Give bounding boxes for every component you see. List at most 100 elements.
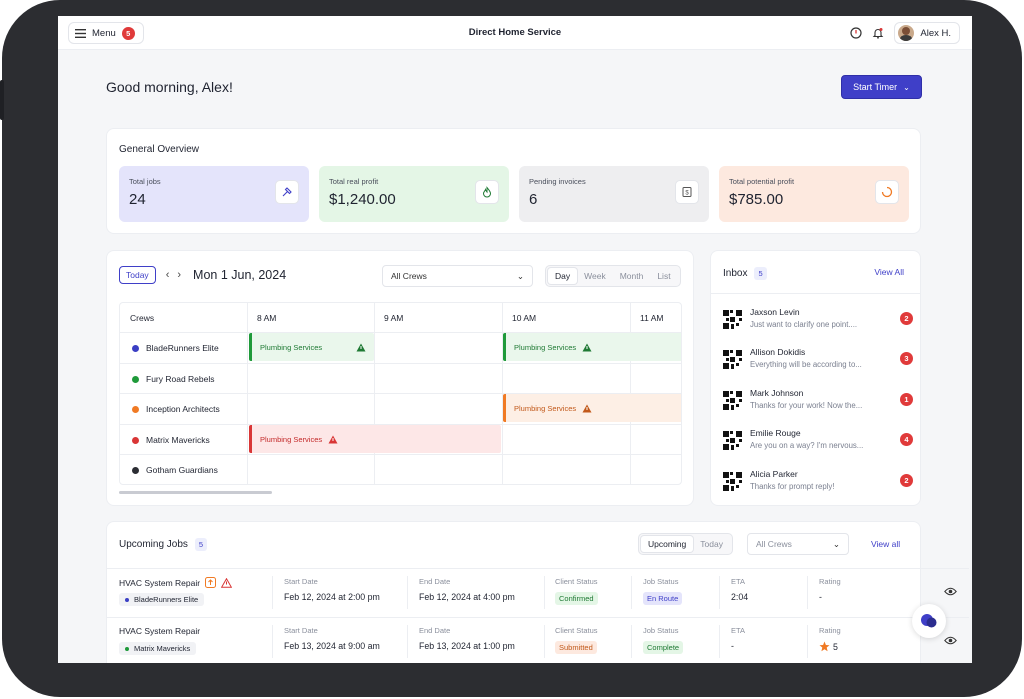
stat-label: Pending invoices [529,177,586,186]
start-date-header: Start Date [284,577,318,586]
warning-icon [356,343,366,351]
inbox-message[interactable]: Emilie Rouge Are you on a way? I'm nervo… [723,427,913,467]
warning-icon [582,404,592,412]
crew-color-dot [132,436,139,444]
unread-badge: 3 [900,352,913,365]
event-label: Plumbing Services [260,342,323,352]
tab-day[interactable]: Day [548,268,578,284]
message-preview: Everything will be according to... [750,360,862,369]
schedule-event[interactable]: Plumbing Services [503,394,681,422]
upcoming-jobs-title: Upcoming Jobs [119,539,188,550]
client-status-header: Client Status [555,626,598,635]
tab-upcoming[interactable]: Upcoming [641,536,694,552]
crews-header: Crews [130,313,155,323]
job-row[interactable]: HVAC System Repair BladeRunners Elite St… [107,568,969,617]
eye-icon[interactable] [944,636,957,645]
chevron-left-icon[interactable]: ‹ [165,269,170,281]
stat-label: Total potential profit [729,177,795,186]
crew-name: Fury Road Rebels [146,374,215,384]
tab-today[interactable]: Today [700,539,723,549]
inbox-message[interactable]: Mark Johnson Thanks for your work! Now t… [723,387,913,427]
schedule-card: Today ‹ › Mon 1 Jun, 2024 All Crews ⌄ Da… [106,250,694,506]
app-screen: Menu 5 Direct Home Service Alex H. Good … [58,16,972,663]
user-menu[interactable]: Alex H. [894,22,960,44]
overview-title: General Overview [119,144,200,155]
crew-color-dot [132,344,139,352]
calendar-header: Today ‹ › Mon 1 Jun, 2024 [119,265,286,285]
flame-icon [475,180,499,204]
job-status-badge: En Route [643,592,683,605]
tab-week[interactable]: Week [584,271,606,281]
priority-up-icon [205,577,217,588]
chat-button[interactable] [912,604,946,638]
menu-button[interactable]: Menu 5 [68,22,144,44]
inbox-count: 5 [754,267,767,280]
bell-icon[interactable] [872,27,884,39]
client-status-badge: Submitted [555,641,597,654]
power-button [0,80,4,120]
stat-total-potential-profit: Total potential profit $785.00 [719,166,909,222]
crew-row: Gotham Guardians [120,454,681,484]
crew-color-dot [125,646,129,651]
top-bar: Menu 5 Direct Home Service Alex H. [58,16,972,50]
warning-icon [328,435,338,443]
time-column-label: 8 AM [257,313,277,323]
rating-header: Rating [819,577,841,586]
crew-color-dot [132,466,139,474]
schedule-event[interactable]: Plumbing Services [249,425,501,453]
inbox-message[interactable]: Jaxson Levin Just want to clarify one po… [723,306,913,346]
timer-icon[interactable] [850,27,862,39]
job-row[interactable]: HVAC System Repair Matrix Mavericks Star… [107,617,969,663]
unread-badge: 2 [900,474,913,487]
message-sender: Alicia Parker [750,469,798,479]
crew-color-dot [125,597,129,602]
stat-value: 6 [529,191,538,208]
svg-text:$: $ [685,191,689,197]
start-timer-label: Start Timer [853,82,898,92]
chevron-right-icon[interactable]: › [177,269,182,281]
chevron-down-icon: ⌄ [516,270,524,281]
overview-card: General Overview Total jobs 24 Total rea… [106,128,921,234]
stat-value: $1,240.00 [329,191,396,208]
message-preview: Thanks for prompt reply! [750,482,835,491]
schedule-event[interactable]: Plumbing Services [249,333,374,361]
start-timer-button[interactable]: Start Timer ⌄ [841,75,922,99]
tab-month[interactable]: Month [619,271,644,281]
menu-label: Menu [92,27,116,39]
job-status-badge: Complete [643,641,684,654]
stat-label: Total jobs [129,177,161,186]
schedule-event[interactable]: Plumbing Services [503,333,681,361]
client-status-header: Client Status [555,577,598,586]
event-label: Plumbing Services [514,403,577,413]
eye-icon[interactable] [944,587,957,596]
time-column-label: 9 AM [384,313,404,323]
avatar [898,25,915,41]
inbox-message[interactable]: Allison Dokidis Everything will be accor… [723,346,913,386]
jobs-crew-filter-value: All Crews [756,539,792,549]
crew-filter-select[interactable]: All Crews ⌄ [382,265,533,287]
inbox-card: Inbox 5 View All Jaxson Levin Just want … [710,250,921,506]
crew-tag-label: BladeRunners Elite [134,595,199,604]
today-button[interactable]: Today [119,266,156,284]
contact-avatar-icon [723,310,742,329]
start-date: Feb 12, 2024 at 2:00 pm [284,592,380,602]
contact-avatar-icon [723,431,742,450]
inbox-message[interactable]: Alicia Parker Thanks for prompt reply! 2 [723,468,913,508]
inbox-view-all-link[interactable]: View All [874,267,904,277]
message-sender: Mark Johnson [750,388,804,398]
crew-row: Fury Road Rebels [120,363,681,393]
jobs-view-all-link[interactable]: View all [871,539,901,549]
warning-icon [582,343,592,351]
eta-header: ETA [731,577,746,586]
warning-icon [221,577,233,588]
end-date: Feb 13, 2024 at 1:00 pm [419,641,515,651]
unread-badge: 2 [900,312,913,325]
horizontal-scrollbar[interactable] [119,491,272,494]
jobs-crew-filter-select[interactable]: All Crews ⌄ [747,533,849,555]
upcoming-jobs-card: Upcoming Jobs 5 Upcoming Today All Crews… [106,521,969,663]
end-date-header: End Date [419,626,451,635]
message-sender: Jaxson Levin [750,307,800,317]
crew-tag: Matrix Mavericks [119,642,197,655]
tab-list[interactable]: List [657,271,671,281]
